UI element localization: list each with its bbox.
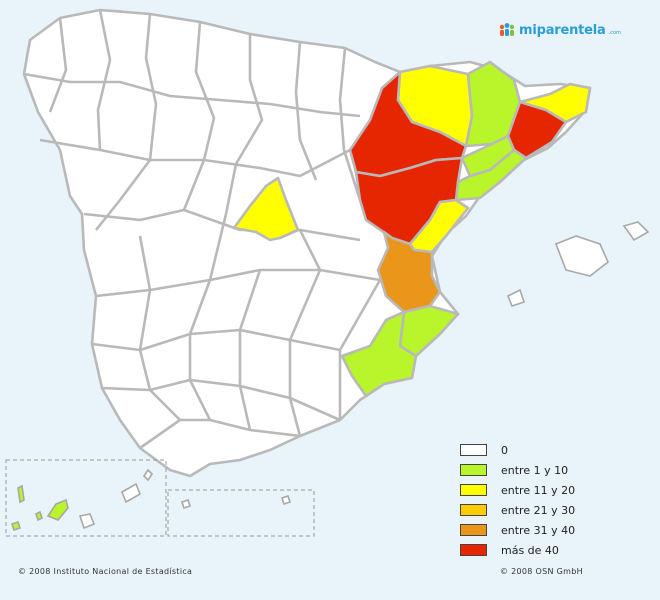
region-murcia: [340, 310, 418, 398]
people-icon: [499, 23, 515, 36]
island-ibiza: [506, 288, 526, 307]
logo-suffix: .com: [608, 30, 621, 36]
ceuta-melilla-inset-frame: [167, 489, 315, 537]
legend-item: entre 21 y 30: [460, 500, 650, 520]
region-valencia: [376, 230, 442, 314]
ceuta: [180, 498, 192, 510]
canarias-inset-frame: [5, 459, 167, 537]
legend-item: más de 40: [460, 540, 650, 560]
legend-item: 0: [460, 440, 650, 460]
legend-label: más de 40: [501, 543, 559, 557]
map-legend: 0 entre 1 y 10 entre 11 y 20 entre 21 y 30 e…: [460, 440, 650, 560]
region-alicante: [398, 304, 460, 358]
legend-item: entre 31 y 40: [460, 520, 650, 540]
legend-swatch: [460, 504, 487, 516]
legend-label: entre 31 y 40: [501, 523, 576, 537]
legend-swatch: [460, 544, 487, 556]
province-borders: [23, 9, 382, 450]
canary-islands: [10, 468, 154, 532]
legend-label: entre 1 y 10: [501, 463, 569, 477]
island-mallorca: [554, 235, 609, 277]
legend-item: entre 11 y 20: [460, 480, 650, 500]
credit-ine: © 2008 Instituto Nacional de Estadística: [18, 567, 193, 576]
legend-label: entre 21 y 30: [501, 503, 576, 517]
legend-swatch: [460, 444, 487, 456]
island-menorca: [622, 221, 650, 242]
credit-osn: © 2008 OSN GmbH: [500, 567, 583, 576]
legend-swatch: [460, 484, 487, 496]
legend-swatch: [460, 464, 487, 476]
legend-swatch: [460, 524, 487, 536]
legend-item: entre 1 y 10: [460, 460, 650, 480]
logo-text: miparentela: [519, 22, 606, 38]
miparentela-logo: miparentela .com: [498, 20, 621, 40]
region-madrid: [232, 176, 300, 242]
melilla: [280, 494, 292, 506]
legend-label: entre 11 y 20: [501, 483, 576, 497]
legend-label: 0: [501, 443, 508, 457]
